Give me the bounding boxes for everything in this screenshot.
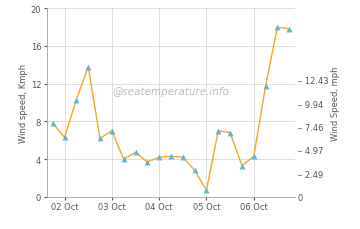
Point [251,155,257,158]
Point [50,122,55,125]
Point [192,169,198,172]
Point [62,136,67,140]
Point [263,84,269,88]
Point [73,98,79,102]
Point [97,137,103,141]
Point [85,65,91,69]
Point [109,129,115,133]
Point [227,131,233,135]
Point [180,156,186,159]
Point [204,188,210,192]
Point [156,156,162,159]
Point [144,160,150,164]
Y-axis label: Wind speed, Kmph: Wind speed, Kmph [19,64,28,142]
Point [239,164,245,168]
Y-axis label: Wind Speed, mph: Wind Speed, mph [332,66,341,140]
Point [215,129,221,133]
Point [287,28,292,32]
Point [168,155,174,158]
Point [275,26,280,30]
Point [121,158,127,161]
Point [132,151,138,155]
Text: @seatemperature.info: @seatemperature.info [113,87,229,97]
